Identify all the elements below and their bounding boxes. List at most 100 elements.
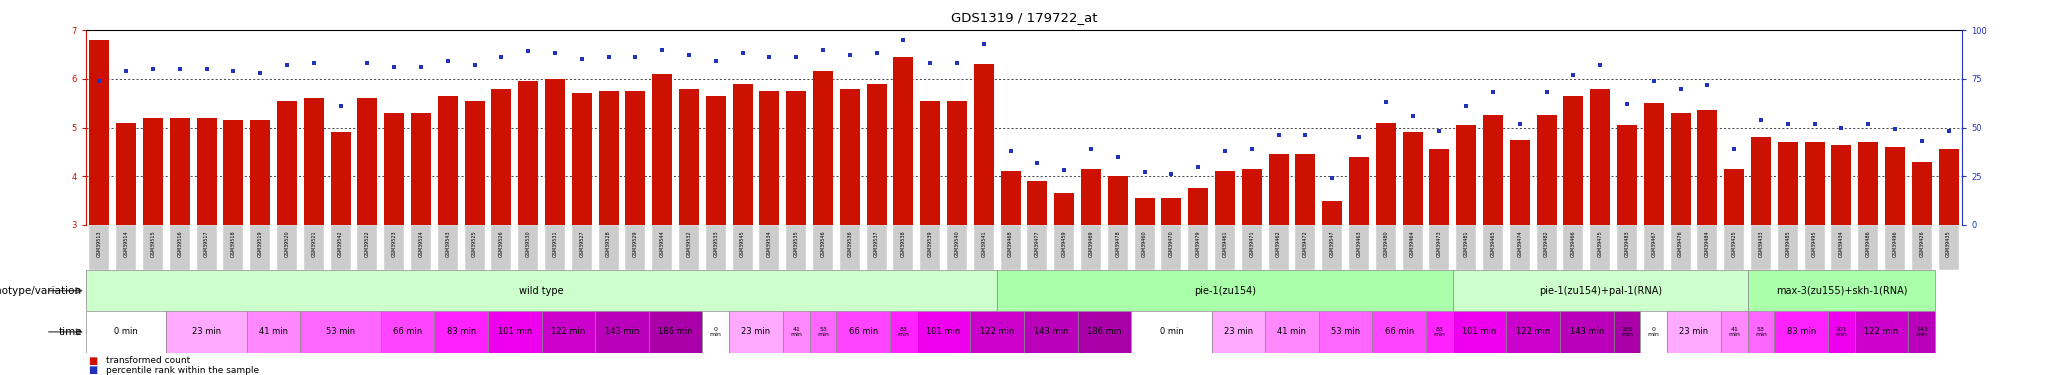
Bar <box>303 225 324 270</box>
Bar <box>1188 225 1208 270</box>
Point <box>512 48 545 54</box>
Bar <box>1909 311 1935 352</box>
Point <box>539 50 571 56</box>
Text: wild type: wild type <box>520 286 563 296</box>
Text: 53
min: 53 min <box>817 327 829 337</box>
Text: GSM39475: GSM39475 <box>1597 230 1604 257</box>
Bar <box>1614 311 1640 352</box>
Text: GSM39481: GSM39481 <box>1464 230 1468 257</box>
Bar <box>836 311 891 352</box>
Bar <box>545 225 565 270</box>
Bar <box>1350 157 1368 225</box>
Text: 41 min: 41 min <box>260 327 289 336</box>
Point <box>1798 121 1831 127</box>
Text: GSM39482: GSM39482 <box>1544 230 1548 257</box>
Text: GSM39533: GSM39533 <box>713 230 719 257</box>
Bar <box>702 311 729 352</box>
Text: 41
min: 41 min <box>791 327 803 337</box>
Bar <box>1214 171 1235 225</box>
Text: 186 min: 186 min <box>657 327 692 336</box>
Point <box>1397 113 1430 119</box>
Point <box>324 103 356 109</box>
Point <box>485 54 518 60</box>
Bar <box>1214 225 1235 270</box>
Text: 23 min: 23 min <box>1225 327 1253 336</box>
Bar <box>651 225 672 270</box>
Text: 53 min: 53 min <box>1331 327 1360 336</box>
Bar <box>707 225 725 270</box>
Bar <box>920 225 940 270</box>
Bar <box>465 101 485 225</box>
Bar <box>1081 225 1102 270</box>
Text: 186
min: 186 min <box>1622 327 1632 337</box>
Text: 143 min: 143 min <box>1034 327 1067 336</box>
Bar <box>1858 225 1878 270</box>
Bar <box>760 91 780 225</box>
Text: 53 min: 53 min <box>326 327 354 336</box>
Text: GSM39524: GSM39524 <box>418 230 424 257</box>
Point <box>432 58 465 64</box>
Bar <box>786 91 807 225</box>
Bar <box>1108 225 1128 270</box>
Bar <box>1294 154 1315 225</box>
Bar <box>1855 311 1909 352</box>
Bar <box>1430 149 1450 225</box>
Point <box>887 37 920 43</box>
Bar <box>1751 225 1772 270</box>
Bar <box>1268 225 1288 270</box>
Point <box>1530 89 1563 95</box>
Point <box>700 58 733 64</box>
Bar <box>541 311 596 352</box>
Text: GSM39525: GSM39525 <box>473 230 477 257</box>
Bar <box>813 225 834 270</box>
Bar <box>385 113 403 225</box>
Bar <box>545 79 565 225</box>
Bar <box>1778 142 1798 225</box>
Bar <box>651 74 672 225</box>
Bar <box>1319 311 1372 352</box>
Bar <box>1671 113 1692 225</box>
Bar <box>1001 171 1020 225</box>
Bar <box>1671 225 1692 270</box>
Text: GSM39526: GSM39526 <box>500 230 504 257</box>
Bar <box>571 225 592 270</box>
Text: GSM39541: GSM39541 <box>981 230 987 257</box>
Bar <box>330 132 350 225</box>
Text: GSM39435: GSM39435 <box>1946 230 1952 257</box>
Text: 122 min: 122 min <box>551 327 586 336</box>
Point <box>1772 121 1804 127</box>
Bar <box>223 225 244 270</box>
Bar <box>1161 225 1182 270</box>
Point <box>1182 164 1214 170</box>
Bar <box>356 98 377 225</box>
Bar <box>412 225 430 270</box>
Text: GSM39426: GSM39426 <box>1919 230 1925 257</box>
Text: genotype/variation: genotype/variation <box>0 286 82 296</box>
Text: 83 min: 83 min <box>446 327 475 336</box>
Point <box>111 68 143 74</box>
Point <box>1370 99 1403 105</box>
Text: GSM39537: GSM39537 <box>874 230 879 257</box>
Bar <box>1939 225 1958 270</box>
Text: 0 min: 0 min <box>115 327 137 336</box>
Text: 83
min: 83 min <box>1434 327 1446 337</box>
Point <box>1102 154 1135 160</box>
Bar <box>1028 181 1047 225</box>
Text: 83
min: 83 min <box>897 327 909 337</box>
Text: percentile rank within the sample: percentile rank within the sample <box>106 366 260 375</box>
Bar <box>248 311 301 352</box>
Text: time: time <box>57 327 82 337</box>
Text: GSM39495: GSM39495 <box>1812 230 1817 257</box>
Bar <box>250 120 270 225</box>
Bar <box>1188 188 1208 225</box>
Bar <box>487 311 541 352</box>
Bar <box>733 225 754 270</box>
Point <box>860 50 893 56</box>
Bar <box>1563 96 1583 225</box>
Text: GSM39513: GSM39513 <box>96 230 102 257</box>
Point <box>1931 128 1964 134</box>
Point <box>1610 101 1642 107</box>
Bar <box>1403 132 1423 225</box>
Bar <box>571 93 592 225</box>
Bar <box>866 225 887 270</box>
